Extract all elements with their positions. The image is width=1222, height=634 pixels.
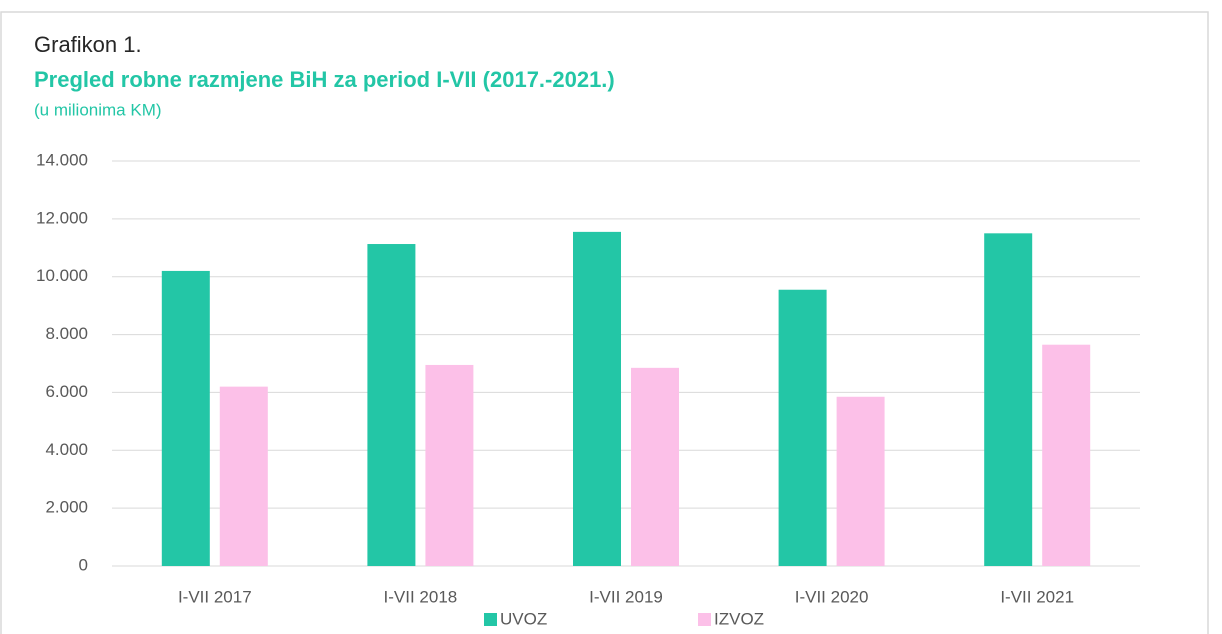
chart-label: Grafikon 1. (34, 32, 142, 57)
bar (161, 270, 210, 566)
bar (1042, 344, 1091, 566)
y-tick-label: 6.000 (45, 382, 88, 401)
x-tick-label: I-VII 2018 (384, 587, 458, 606)
x-tick-label: I-VII 2021 (1000, 587, 1074, 606)
y-tick-label: 8.000 (45, 324, 88, 343)
bar (219, 386, 268, 566)
legend-label: IZVOZ (714, 609, 764, 628)
bar (573, 231, 621, 566)
legend-swatch (698, 613, 711, 626)
bar (836, 396, 885, 566)
bar (778, 289, 827, 566)
bar (631, 367, 679, 566)
y-tick-label: 14.000 (36, 150, 88, 169)
bar (425, 364, 474, 566)
bar (367, 244, 416, 566)
legend-swatch (484, 613, 497, 626)
y-tick-label: 2.000 (45, 498, 88, 517)
y-tick-label: 12.000 (36, 208, 88, 227)
chart-subtitle: (u milionima KM) (34, 100, 162, 119)
x-tick-label: I-VII 2017 (178, 587, 252, 606)
y-tick-label: 10.000 (36, 266, 88, 285)
chart-border (0, 11, 1209, 634)
y-tick-label: 0 (79, 555, 88, 574)
bar (984, 233, 1033, 567)
x-tick-label: I-VII 2019 (589, 587, 663, 606)
chart-title: Pregled robne razmjene BiH za period I-V… (34, 67, 615, 92)
legend-label: UVOZ (500, 609, 547, 628)
y-tick-label: 4.000 (45, 440, 88, 459)
x-tick-label: I-VII 2020 (795, 587, 869, 606)
